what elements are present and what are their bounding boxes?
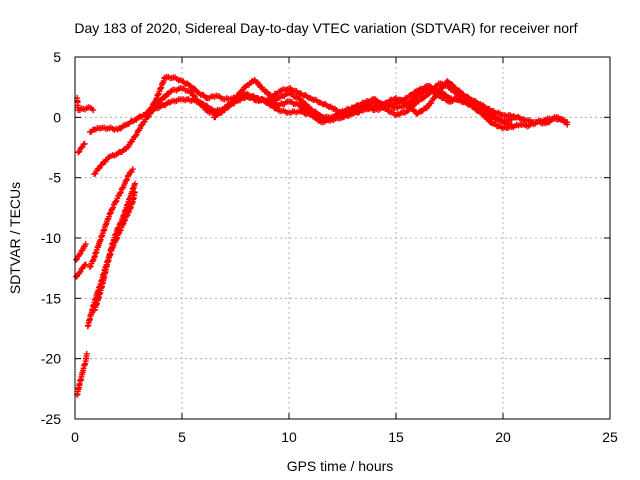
data-point [77,268,84,275]
data-point [191,85,198,92]
data-point [110,204,117,211]
x-tick-label: 20 [495,429,511,445]
y-axis-label: SDTVAR / TECUs [7,182,23,294]
data-point [148,105,155,112]
data-point [117,189,124,196]
y-tick-label: -25 [41,411,61,427]
series-trace-9 [211,80,515,128]
y-tick-label: 5 [53,49,61,65]
series-trace-3 [73,261,89,280]
data-point [425,91,432,98]
data-point [121,218,128,225]
data-point [124,176,131,183]
data-point [95,165,102,172]
x-tick-label: 25 [602,429,618,445]
chart-title: Day 183 of 2020, Sidereal Day-to-day VTE… [74,20,577,36]
data-point [122,216,129,223]
data-point [76,251,83,258]
data-point [76,269,83,276]
data-point [132,132,139,139]
axis-ticks [74,56,611,420]
series-trace-10 [508,115,571,131]
data-point [131,180,138,187]
data-point [129,166,136,173]
data-series [73,73,571,398]
data-point [113,236,120,243]
data-point [112,198,119,205]
x-tick-label: 15 [388,429,404,445]
data-point [90,107,97,114]
data-point [73,256,80,263]
series-trace-1 [75,140,88,156]
series-trace-13 [91,189,138,314]
x-tick-label: 5 [178,429,186,445]
data-point [564,121,571,128]
data-point [301,100,308,107]
y-tick-label: 0 [53,109,61,125]
x-tick-label: 0 [71,429,79,445]
data-point [119,221,126,228]
data-point [215,110,222,117]
data-point [161,94,168,101]
series-trace-5 [74,95,97,114]
data-point [430,95,437,102]
x-axis-label: GPS time / hours [287,458,394,474]
data-point [124,173,131,180]
y-tick-label: -5 [49,170,62,186]
series-trace-4 [74,350,90,398]
data-point [190,92,197,99]
y-tick-label: -20 [41,351,61,367]
data-point [77,250,84,257]
data-point [97,162,104,169]
data-point [131,189,138,196]
x-tick-label: 10 [281,429,297,445]
data-point [75,149,82,156]
tick-labels: 0 5 10 15 20 25 5 0 -5 -10 -15 -20 -25 [41,49,618,445]
data-point [82,241,89,248]
series-trace-8 [144,73,571,126]
data-point [83,350,90,357]
data-point [114,234,121,241]
data-point [116,190,123,197]
y-tick-label: -10 [41,230,61,246]
series-trace-12 [86,166,136,270]
y-tick-label: -15 [41,290,61,306]
data-point [78,144,85,151]
data-point [404,107,411,114]
data-point [116,227,123,234]
data-point [82,261,89,268]
data-point [81,140,88,147]
data-point [86,263,93,270]
data-point [449,86,456,93]
